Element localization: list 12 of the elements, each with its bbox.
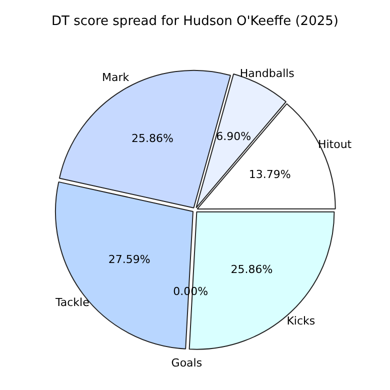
data-label: 13.79%	[248, 168, 291, 182]
slice-label: Hitout	[318, 138, 352, 152]
slice-label: Mark	[102, 70, 130, 84]
category-label: Goals	[171, 356, 202, 370]
data-label: 25.86%	[131, 132, 174, 146]
data-label: 25.86%	[230, 262, 273, 276]
data-label: 6.90%	[216, 130, 252, 143]
data-label: 27.59%	[108, 252, 150, 266]
slice-label: Handballs	[240, 66, 295, 80]
chart-title: DT score spread for Hudson O'Keeffe (2025)	[50, 14, 340, 29]
slice-label: Tackle	[54, 296, 90, 310]
slice-label: Kicks	[286, 314, 316, 328]
